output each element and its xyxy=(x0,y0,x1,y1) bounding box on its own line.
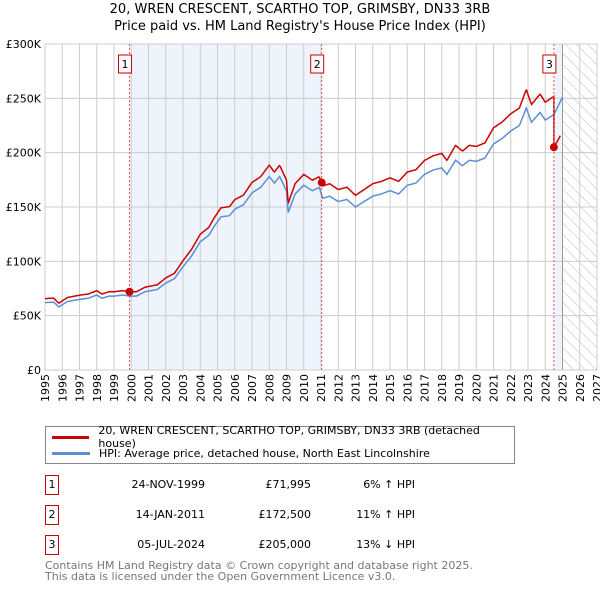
x-tick-label: 2027 xyxy=(591,374,600,402)
sale-number: 2 xyxy=(45,505,59,525)
x-tick-label: 2007 xyxy=(246,374,259,402)
x-tick-label: 2004 xyxy=(194,374,207,402)
x-tick-label: 2009 xyxy=(281,374,294,402)
x-tick-label: 2020 xyxy=(470,374,483,402)
x-tick-label: 1998 xyxy=(91,374,104,402)
x-tick-label: 2025 xyxy=(557,374,570,402)
chart-subtitle: Price paid vs. HM Land Registry's House … xyxy=(114,19,486,34)
price-chart: 1995 1996 1997 1998 1999 2000 2001 2002 2003 2004… xyxy=(6,38,600,402)
x-tick-label: 2026 xyxy=(574,374,587,402)
footer-line1: Contains HM Land Registry data © Crown c… xyxy=(45,559,473,572)
sale-label: 1 xyxy=(122,58,129,71)
x-tick-label: 2023 xyxy=(522,374,535,402)
x-tick-label: 1995 xyxy=(39,374,52,402)
sale-label: 2 xyxy=(314,58,321,71)
sale-hpi-diff: 11% ↑ HPI xyxy=(356,508,415,521)
x-tick-label: 2016 xyxy=(401,374,414,402)
sale-hpi-diff: 13% ↓ HPI xyxy=(356,538,415,551)
x-tick-label: 2008 xyxy=(263,374,276,402)
y-tick-label: £150K xyxy=(6,201,42,214)
x-tick-label: 2000 xyxy=(125,374,138,402)
x-tick-label: 1999 xyxy=(108,374,121,402)
y-tick-label: £250K xyxy=(6,92,42,105)
y-tick-label: £300K xyxy=(6,38,42,51)
x-tick-label: 2022 xyxy=(505,374,518,402)
sale-label-box xyxy=(310,54,325,74)
x-tick-label: 2019 xyxy=(453,374,466,402)
sale-point xyxy=(125,287,134,296)
legend: 20, WREN CRESCENT, SCARTHO TOP, GRIMSBY,… xyxy=(45,424,515,464)
sale-price: £205,000 xyxy=(258,538,312,551)
sale-label-box xyxy=(118,54,133,74)
sale-label: 3 xyxy=(546,58,553,71)
sale-number: 3 xyxy=(45,535,59,555)
legend-price-swatch xyxy=(52,435,90,439)
sale-date: 24-NOV-1999 xyxy=(131,478,205,491)
sale-row: 2 14-JAN-2011 £172,500 11% ↑ HPI xyxy=(45,505,545,525)
x-tick-label: 2002 xyxy=(160,374,173,402)
y-tick-label: £200K xyxy=(6,147,42,160)
footer-line2: This data is licensed under the Open Gov… xyxy=(45,570,396,583)
sale-point xyxy=(549,143,558,152)
footer: Contains HM Land Registry data © Crown c… xyxy=(45,560,473,582)
legend-hpi-label: HPI: Average price, detached house, Nort… xyxy=(99,446,430,460)
y-tick-label: £0 xyxy=(27,364,41,377)
x-tick-label: 2017 xyxy=(419,374,432,402)
sale-date: 14-JAN-2011 xyxy=(135,508,205,521)
x-tick-label: 2010 xyxy=(298,374,311,402)
x-tick-label: 2011 xyxy=(315,374,328,402)
x-tick-label: 2018 xyxy=(436,374,449,402)
hpi-line xyxy=(44,96,564,308)
y-tick-label: £100K xyxy=(6,255,42,268)
sale-row: 1 24-NOV-1999 £71,995 6% ↑ HPI xyxy=(45,475,545,495)
x-tick-label: 1996 xyxy=(56,374,69,402)
x-tick-label: 2005 xyxy=(212,374,225,402)
sale-date: 05-JUL-2024 xyxy=(137,538,205,551)
x-tick-label: 2024 xyxy=(539,374,552,402)
chart-title: 20, WREN CRESCENT, SCARTHO TOP, GRIMSBY,… xyxy=(109,2,491,17)
sale-number: 1 xyxy=(45,475,59,495)
x-tick-label: 2001 xyxy=(143,374,156,402)
x-tick-label: 2006 xyxy=(229,374,242,402)
x-tick-label: 2021 xyxy=(488,374,501,402)
x-tick-label: 2012 xyxy=(332,374,345,402)
sale-row: 3 05-JUL-2024 £205,000 13% ↓ HPI xyxy=(45,535,545,555)
x-tick-label: 2013 xyxy=(350,374,363,402)
legend-hpi-swatch xyxy=(52,451,90,455)
x-tick-label: 1997 xyxy=(74,374,87,402)
sale-hpi-diff: 6% ↑ HPI xyxy=(363,478,415,491)
sale-label-box xyxy=(542,54,557,74)
sale-point xyxy=(317,178,326,187)
x-tick-label: 2015 xyxy=(384,374,397,402)
plot-frame xyxy=(44,43,598,371)
legend-price-label: 20, WREN CRESCENT, SCARTHO TOP, GRIMSBY,… xyxy=(98,424,480,450)
x-tick-label: 2014 xyxy=(367,374,380,402)
sale-price: £71,995 xyxy=(265,478,312,491)
x-tick-label: 2003 xyxy=(177,374,190,402)
y-tick-label: £50K xyxy=(13,310,42,323)
sale-price: £172,500 xyxy=(258,508,312,521)
